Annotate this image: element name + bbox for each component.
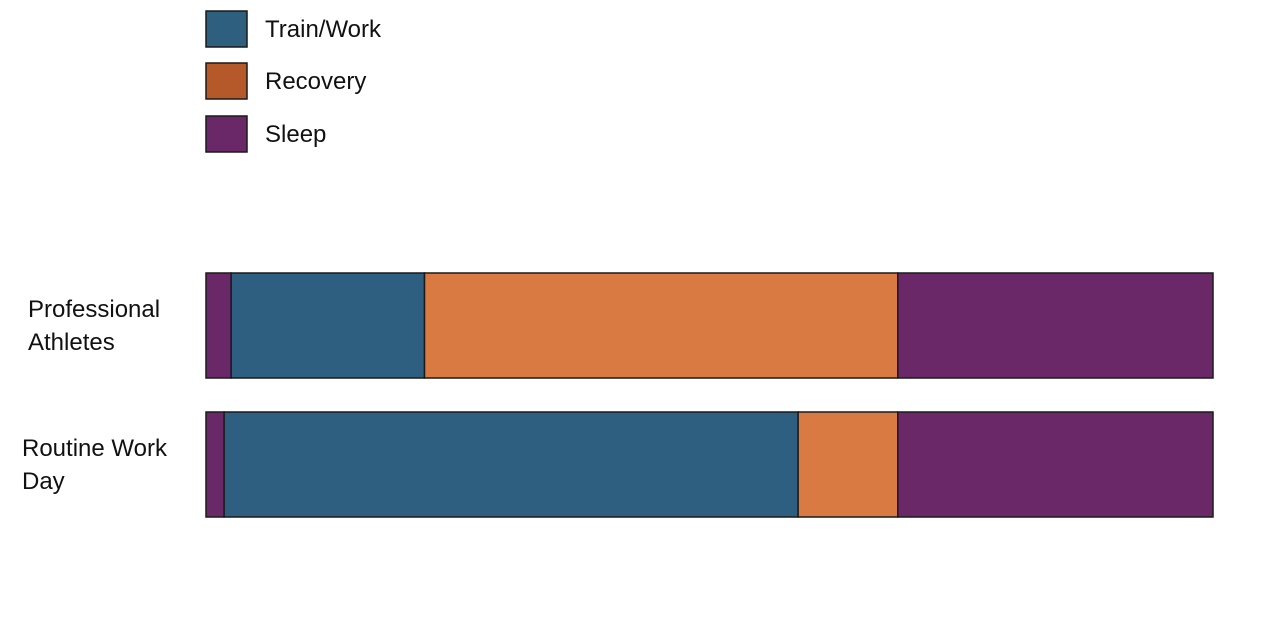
category-label: Routine Work Day <box>22 435 168 495</box>
legend-swatch-train-work <box>205 10 248 48</box>
legend-label-recovery: Recovery <box>265 68 366 95</box>
legend-label-sleep: Sleep <box>265 121 326 148</box>
bar-segment-train-work-1 <box>223 411 799 518</box>
bar-segment-sleep-1 <box>897 411 1214 518</box>
category-label-line: Day <box>22 468 65 495</box>
bar-segment-train-work-0 <box>230 272 426 379</box>
legend-label-train-work: Train/Work <box>265 16 382 43</box>
category-labels: Professional Athletes Routine Work Day <box>22 296 168 495</box>
bar-segment-recovery-1 <box>797 411 899 518</box>
legend-swatch-recovery <box>205 62 248 100</box>
bar-segment-sleep-0 <box>205 272 232 379</box>
category-label: Professional Athletes <box>28 296 160 356</box>
legend: Train/Work Recovery Sleep <box>205 10 382 153</box>
legend-swatch-sleep <box>205 115 248 153</box>
bar-segment-sleep-1 <box>205 411 225 518</box>
bar-segment-recovery-0 <box>423 272 899 379</box>
category-label-line: Routine Work <box>22 435 168 462</box>
category-label-line: Athletes <box>28 329 115 356</box>
category-label-line: Professional <box>28 296 160 323</box>
bars <box>205 272 1214 518</box>
bar-segment-sleep-0 <box>897 272 1214 379</box>
